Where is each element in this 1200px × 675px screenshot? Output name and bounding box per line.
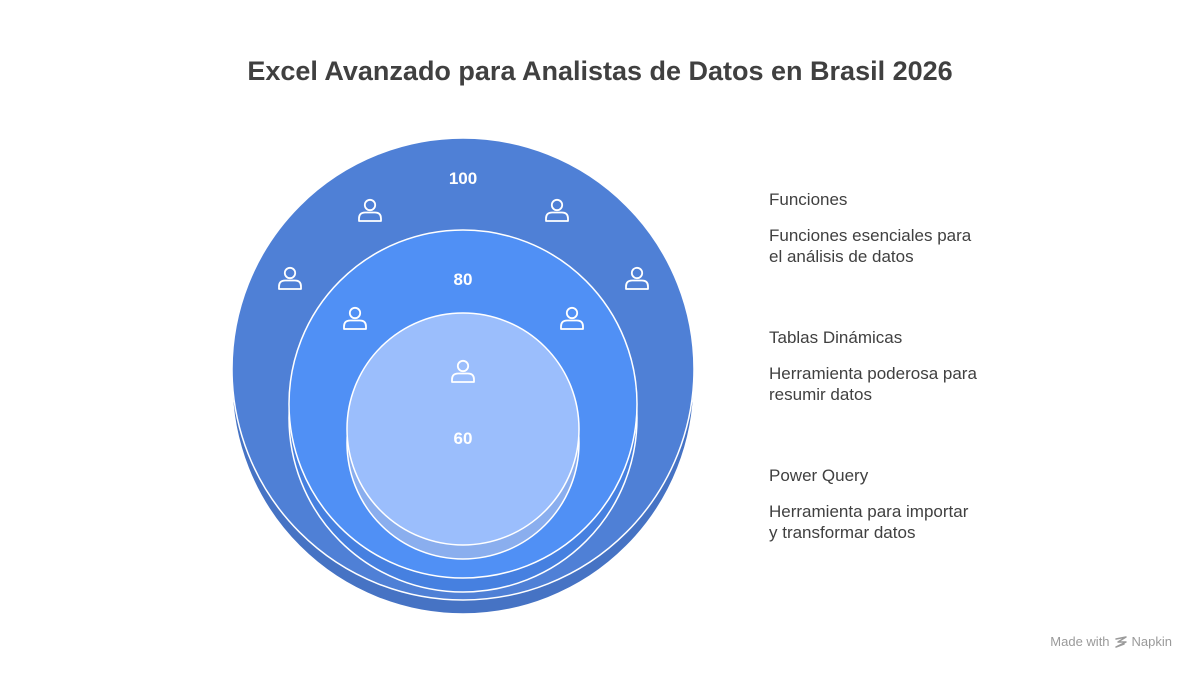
legend-name: Power Query — [769, 466, 869, 485]
value-label-funciones: 100 — [449, 169, 477, 188]
legend-description: Funciones esenciales para el análisis de… — [769, 226, 972, 266]
watermark-brand: Napkin — [1131, 634, 1172, 649]
legend-name: Funciones — [769, 190, 848, 209]
legend-item-funciones: Funciones Funciones esenciales para el a… — [769, 189, 979, 267]
value-label-tablas-dinamicas: 80 — [454, 270, 473, 289]
diagram-title: Excel Avanzado para Analistas de Datos e… — [247, 56, 953, 86]
legend-item-tablas-dinamicas: Tablas Dinámicas Herramienta poderosa pa… — [769, 327, 979, 405]
legend-description: Herramienta para importar y transformar … — [769, 502, 969, 542]
legend-item-power-query: Power Query Herramienta para importar y … — [769, 465, 979, 543]
value-label-power-query: 60 — [454, 429, 473, 448]
watermark-prefix: Made with — [1050, 634, 1110, 649]
circle-power-query — [346, 312, 580, 560]
watermark: Made with Napkin — [1050, 634, 1172, 649]
legend-name: Tablas Dinámicas — [769, 328, 903, 347]
napkin-logo-icon — [1114, 635, 1127, 648]
legend-description: Herramienta poderosa para resumir datos — [769, 364, 977, 404]
